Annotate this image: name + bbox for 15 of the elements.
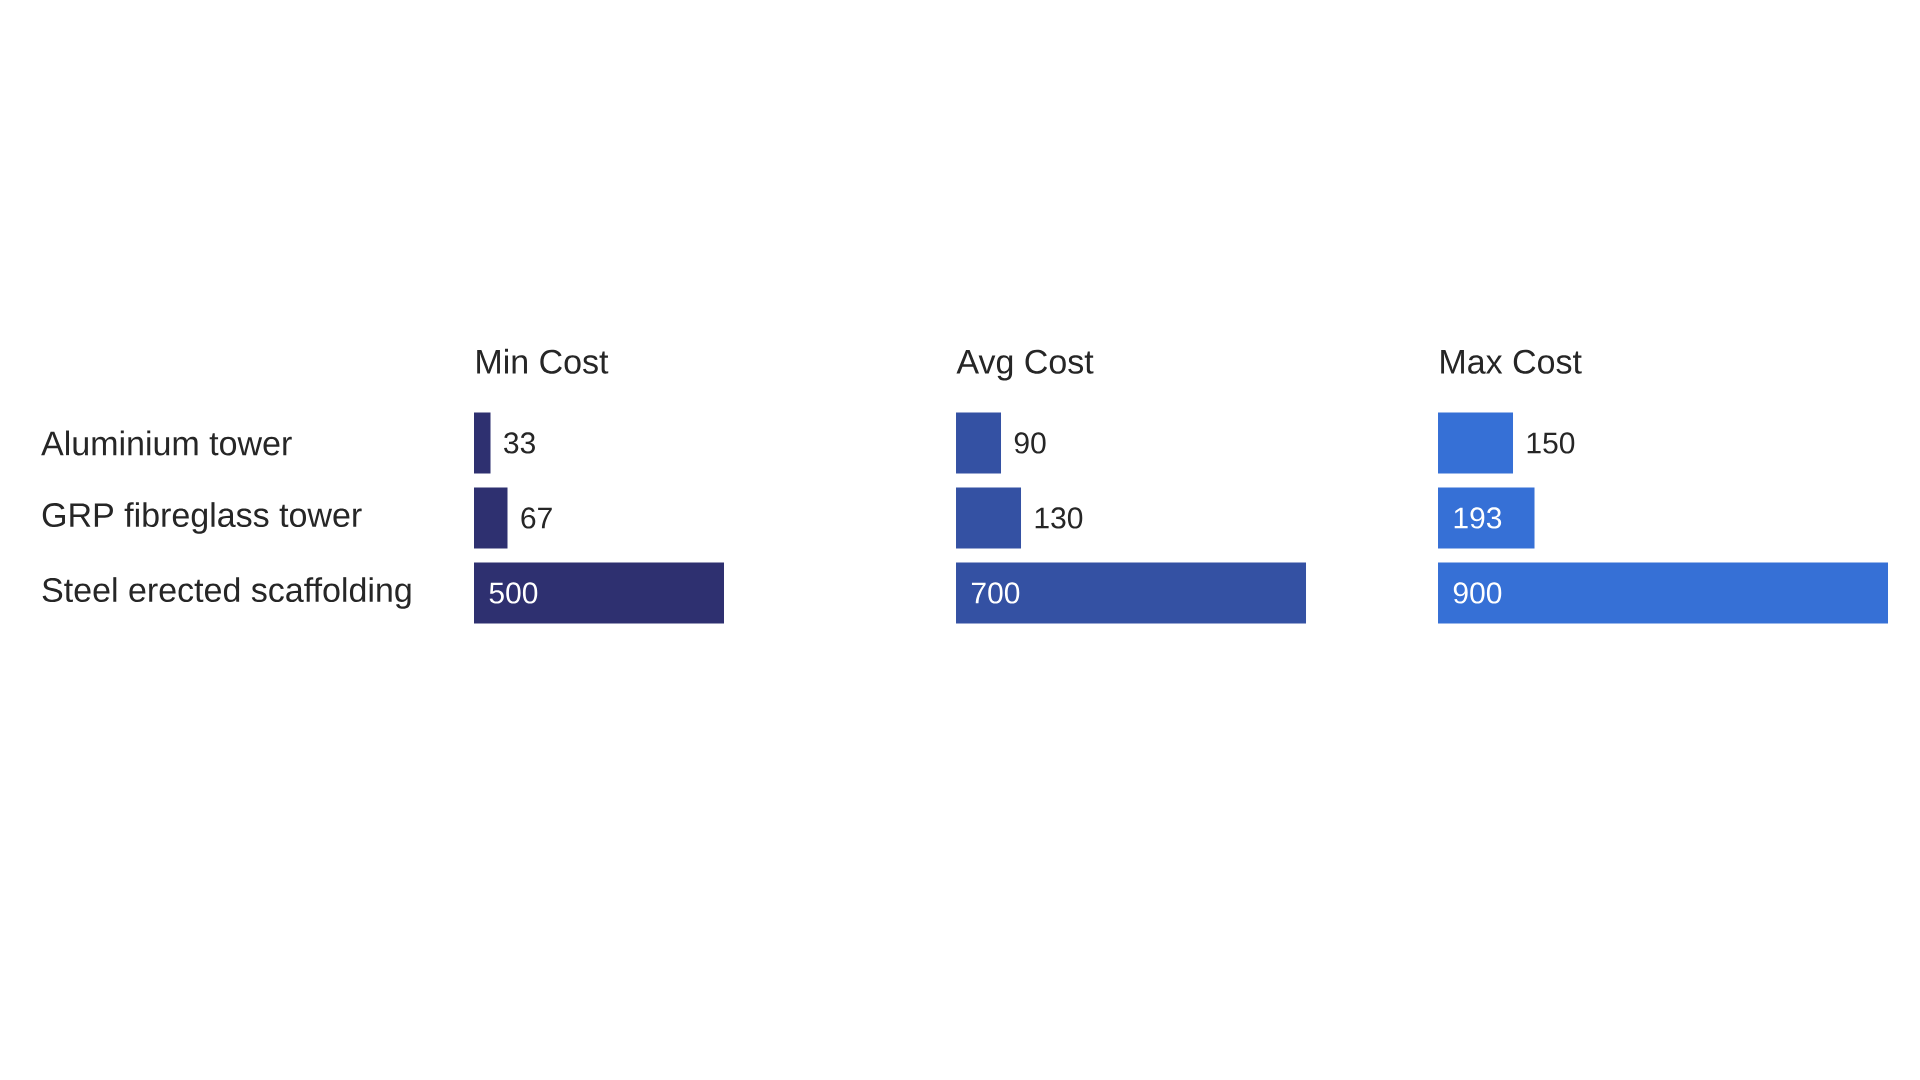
data-label: 700: [971, 582, 1020, 604]
y-tick-label: Steel erected scaffolding: [42, 577, 411, 609]
data-label: 33: [504, 432, 535, 454]
data-label: 130: [1035, 507, 1083, 529]
chart-title: Max Cost: [1441, 349, 1582, 374]
data-label: 67: [521, 507, 552, 529]
data-label: 90: [1014, 432, 1046, 454]
chart-title: Avg Cost: [956, 349, 1094, 381]
y-tick-label: Aluminium tower: [41, 430, 292, 456]
data-label: 193: [1454, 507, 1502, 529]
data-label: 500: [489, 582, 538, 604]
data-label: 900: [1453, 582, 1502, 604]
data-label: 150: [1527, 432, 1575, 454]
y-tick-label: GRP fibreglass tower: [42, 502, 362, 534]
chart-title: Min Cost: [477, 348, 609, 374]
